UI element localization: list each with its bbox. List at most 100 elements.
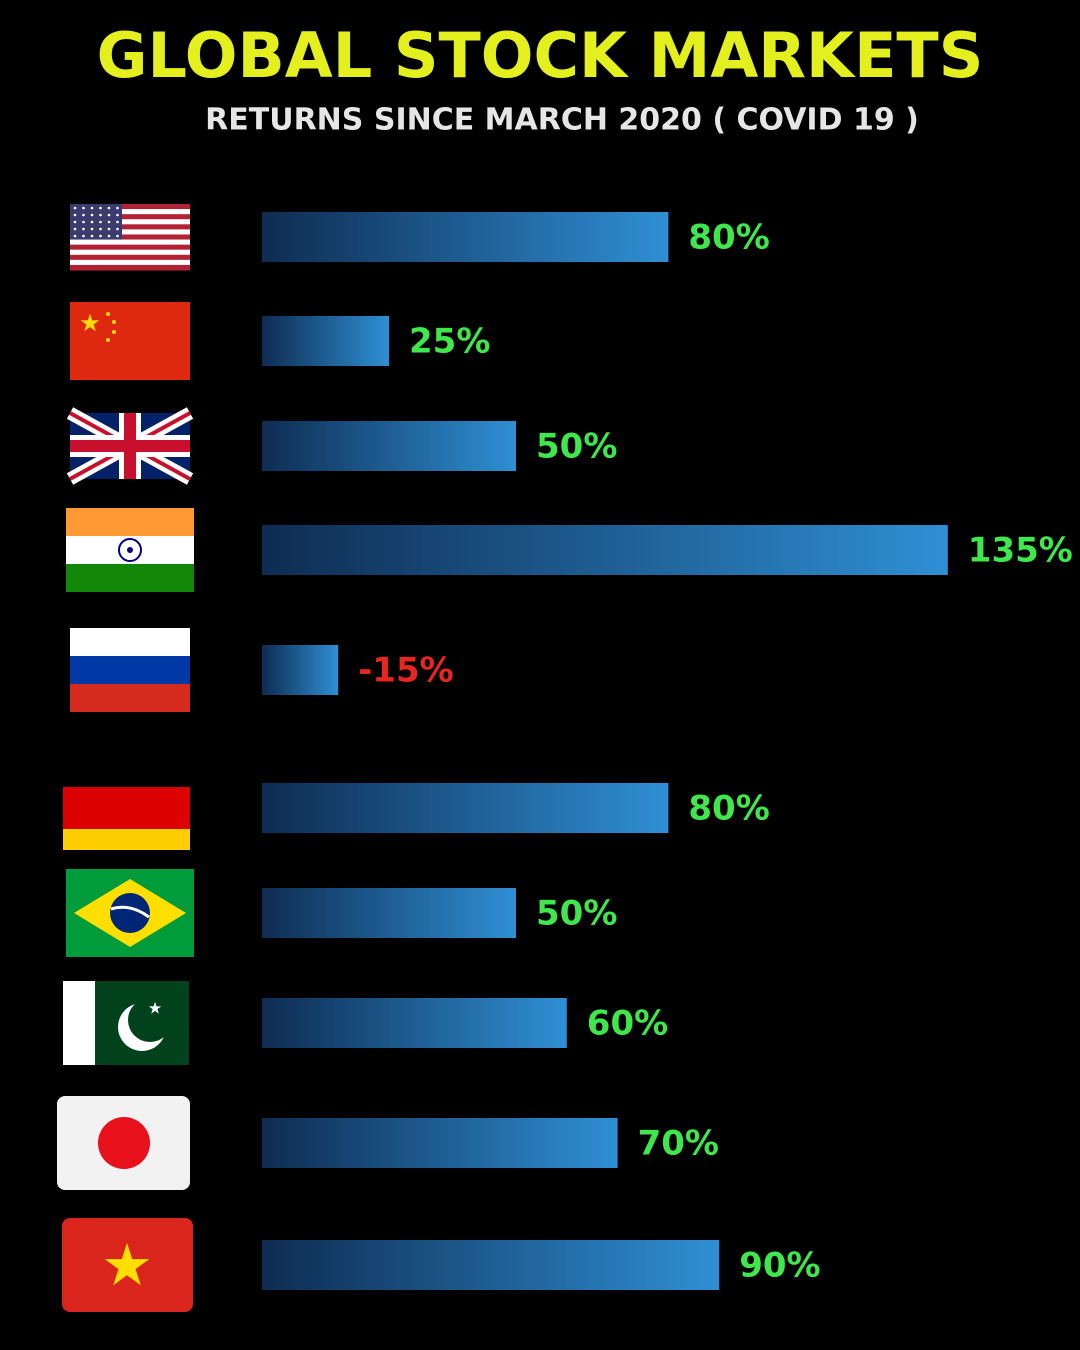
flag-part <box>90 220 94 224</box>
flag-part: ★ <box>101 1231 153 1299</box>
flag-part <box>70 259 190 266</box>
flag-part <box>70 244 190 251</box>
flag-part <box>73 234 77 238</box>
flag-part <box>116 234 119 238</box>
flag-part <box>63 766 190 787</box>
bar <box>262 1240 720 1290</box>
flag-part <box>70 209 190 215</box>
flag-part <box>82 234 85 238</box>
flag-part <box>99 227 102 231</box>
flag-part <box>70 628 190 656</box>
value-label: 50% <box>536 894 617 934</box>
flag-part <box>127 547 133 553</box>
flag-part <box>63 829 190 850</box>
flag-part <box>70 302 190 380</box>
flag-part <box>70 229 190 235</box>
flag-part <box>112 330 116 334</box>
flag-part <box>82 213 85 217</box>
flag-part: ★ <box>148 999 162 1018</box>
flag-part <box>70 249 190 256</box>
flag-part <box>63 981 95 1065</box>
flag <box>66 869 194 957</box>
bar <box>262 421 516 471</box>
flag-part <box>62 1218 193 1312</box>
value-label: 135% <box>968 531 1073 571</box>
flag-part <box>99 234 102 238</box>
flag-part <box>99 220 102 224</box>
flag-part <box>70 656 190 684</box>
flag-part <box>107 227 111 231</box>
flag <box>63 766 190 850</box>
bar <box>262 783 669 833</box>
value-label: -15% <box>358 651 454 691</box>
flag <box>57 1096 190 1190</box>
flag-part <box>90 206 94 210</box>
flag: ★ <box>62 1218 193 1312</box>
bar <box>262 998 567 1048</box>
chart-title: GLOBAL STOCK MARKETS <box>97 19 984 92</box>
value-label: 60% <box>587 1004 668 1044</box>
flag-part <box>82 206 85 210</box>
value-label: 80% <box>688 789 769 829</box>
flag <box>70 628 190 712</box>
flag-part <box>124 413 136 479</box>
bar <box>262 1118 618 1168</box>
flag-part <box>66 564 194 592</box>
flag-part <box>99 206 102 210</box>
flag-part <box>70 684 190 712</box>
flag <box>66 407 194 485</box>
flag-part <box>107 220 111 224</box>
flag-part <box>128 998 172 1042</box>
flag-part <box>106 338 110 342</box>
flag-part <box>90 227 94 231</box>
flag-part: ★ <box>79 309 101 337</box>
flag-part <box>63 787 190 808</box>
flag-part <box>90 234 94 238</box>
bar <box>262 212 669 262</box>
flag-part <box>82 227 85 231</box>
flag-part <box>90 213 94 217</box>
flag <box>70 204 190 271</box>
flag-part <box>63 808 190 829</box>
flag-part <box>70 204 122 240</box>
flag-part <box>118 538 142 562</box>
bar <box>262 525 948 575</box>
value-label: 80% <box>688 218 769 258</box>
flag-part <box>98 1117 150 1169</box>
flag-part <box>112 320 116 324</box>
bar <box>262 888 516 938</box>
flag-part <box>107 213 111 217</box>
flag-part <box>99 213 102 217</box>
flag-part <box>73 213 77 217</box>
flag-part <box>116 220 119 224</box>
flag-part <box>116 227 119 231</box>
flag: ★ <box>63 981 189 1065</box>
flags: ★ ★ ★ <box>57 204 194 1312</box>
bar <box>262 645 339 695</box>
flag-part <box>70 254 190 261</box>
flag <box>66 508 194 592</box>
flag-part <box>107 234 111 238</box>
flag-part <box>116 213 119 217</box>
flag-part <box>70 214 190 220</box>
flag-part <box>107 206 111 210</box>
flag-part <box>70 204 190 210</box>
flag-part <box>70 219 190 225</box>
flag-part <box>70 234 190 241</box>
value-label: 50% <box>536 427 617 467</box>
value-label: 70% <box>638 1124 719 1164</box>
flag-part <box>70 224 190 230</box>
flag-part <box>106 312 110 316</box>
flag-part <box>70 239 190 246</box>
flag: ★ <box>70 302 190 380</box>
flag-part <box>82 220 85 224</box>
flag-part <box>110 905 150 919</box>
value-label: 25% <box>409 322 490 362</box>
flag-part <box>73 220 77 224</box>
bar <box>262 316 389 366</box>
flag-part <box>110 893 150 933</box>
flag-part <box>66 508 194 536</box>
chart-subtitle: RETURNS SINCE MARCH 2020 ( COVID 19 ) <box>205 103 919 138</box>
flag-part <box>73 227 77 231</box>
